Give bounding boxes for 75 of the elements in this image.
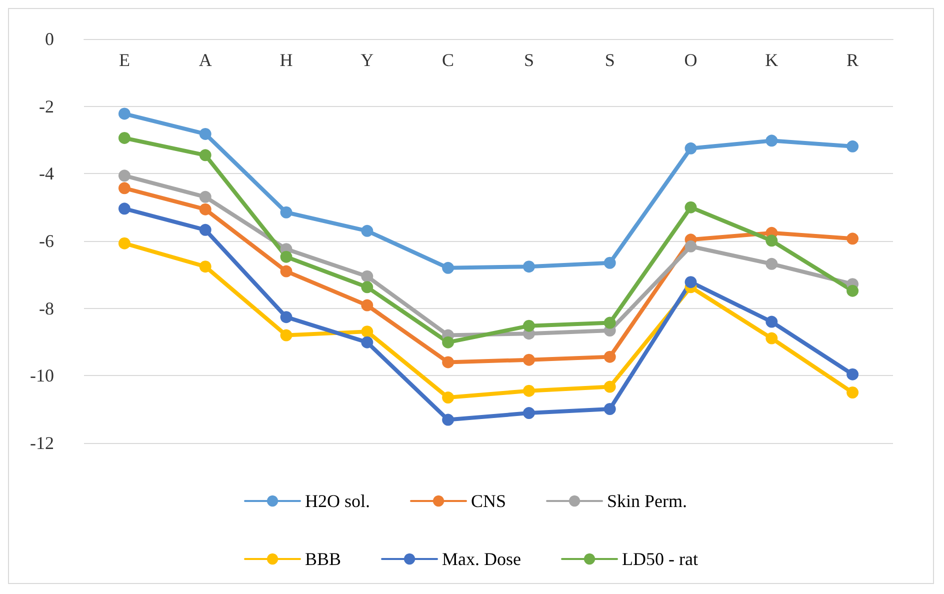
point (604, 256, 616, 269)
point (442, 414, 454, 426)
x-tick-label: A (198, 50, 212, 70)
legend-label: H2O sol. (305, 491, 370, 511)
point (199, 128, 212, 140)
legend-label: Max. Dose (442, 549, 522, 569)
point (684, 276, 697, 288)
point (361, 270, 374, 282)
point (199, 224, 212, 236)
point (766, 332, 778, 344)
x-tick-label: S (604, 50, 615, 70)
point (604, 403, 616, 415)
point (442, 336, 454, 348)
x-tick-label: O (684, 50, 698, 70)
point (846, 368, 859, 380)
point (361, 336, 374, 348)
point (118, 170, 130, 182)
point (766, 134, 778, 147)
legend-label: LD50 - rat (622, 549, 698, 569)
point (280, 265, 292, 278)
point (361, 326, 374, 338)
y-tick-label: -2 (39, 96, 54, 116)
point (522, 384, 535, 397)
point (361, 281, 374, 294)
x-tick-label: Y (360, 50, 374, 70)
point (522, 407, 535, 420)
point (442, 392, 454, 404)
legend-label: BBB (305, 549, 342, 569)
point (361, 299, 374, 312)
point (766, 234, 778, 247)
point (442, 356, 454, 368)
point (118, 237, 130, 250)
point (118, 182, 130, 194)
point (118, 108, 130, 120)
point (684, 240, 697, 252)
point (442, 262, 454, 274)
y-tick-label: 0 (45, 29, 54, 49)
point (522, 354, 535, 366)
point (280, 329, 292, 342)
point (199, 190, 212, 203)
y-tick-label: -4 (39, 164, 54, 184)
point (361, 224, 374, 237)
point (766, 258, 778, 270)
point (199, 203, 212, 216)
point (846, 232, 859, 245)
point (522, 320, 535, 332)
legend-label: CNS (471, 491, 506, 511)
point (846, 284, 859, 297)
x-tick-label: R (846, 50, 859, 70)
point (684, 142, 697, 154)
point (522, 260, 535, 273)
y-tick-label: -12 (30, 433, 54, 453)
x-tick-label: H (280, 50, 293, 70)
y-tick-label: -6 (39, 231, 54, 251)
point (118, 202, 130, 215)
x-tick-label: S (524, 50, 534, 70)
x-tick-label: C (442, 50, 454, 70)
y-tick-label: -10 (30, 366, 54, 386)
point (199, 260, 212, 273)
legend-label: Skin Perm. (607, 491, 688, 511)
point (280, 311, 292, 324)
point (684, 201, 697, 214)
point (766, 316, 778, 328)
point (199, 149, 212, 162)
point (846, 386, 859, 398)
point (280, 206, 292, 218)
point (604, 350, 616, 363)
point (604, 380, 616, 393)
x-tick-label: E (118, 50, 130, 70)
x-tick-label: K (765, 50, 778, 70)
point (280, 250, 292, 263)
point (118, 132, 130, 144)
point (604, 316, 616, 329)
y-tick-label: -8 (39, 298, 54, 318)
point (846, 140, 859, 152)
